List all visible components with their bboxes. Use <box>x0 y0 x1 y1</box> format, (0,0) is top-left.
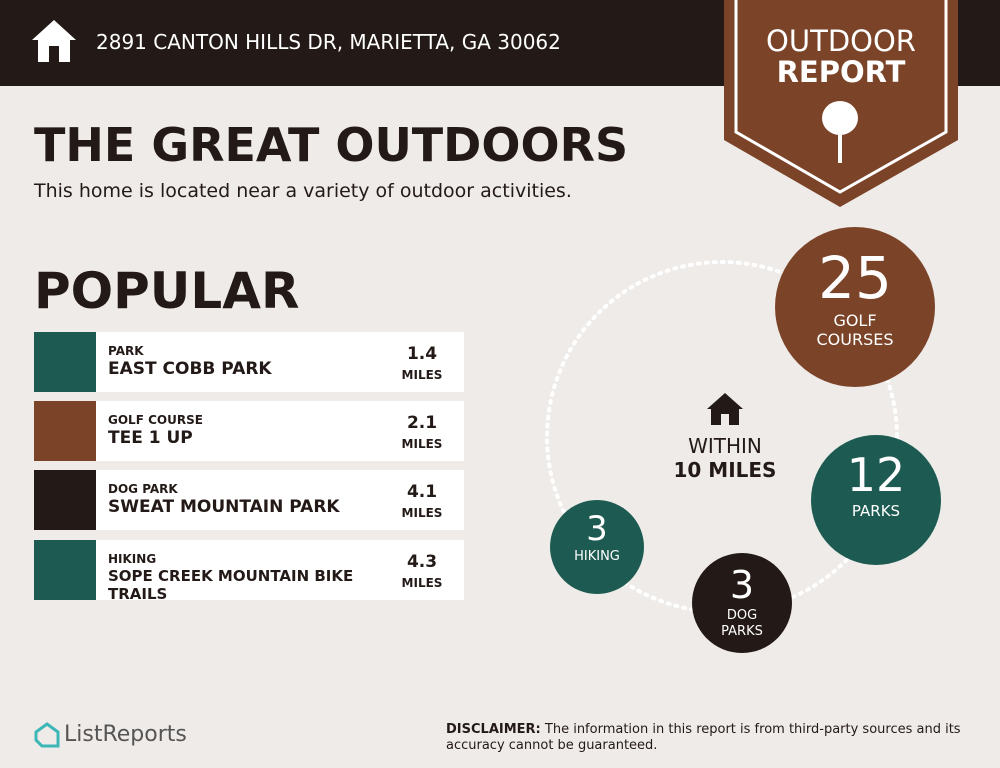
count-bubble: 3 DOG PARKS <box>692 553 792 653</box>
count-bubble: 3 HIKING <box>550 500 644 594</box>
row-name: SWEAT MOUNTAIN PARK <box>108 497 340 517</box>
center-label: WITHIN 10 MILES <box>640 434 810 482</box>
subtitle: This home is located near a variety of o… <box>34 180 572 202</box>
row-category: GOLF COURSE <box>108 413 203 427</box>
row-icon <box>34 401 96 461</box>
row-name: TEE 1 UP <box>108 428 193 448</box>
address: 2891 CANTON HILLS DR, MARIETTA, GA 30062 <box>96 30 561 54</box>
row-unit: MILES <box>401 368 443 382</box>
row-icon <box>34 540 96 600</box>
count-value: 3 <box>729 563 755 607</box>
brand: ListReports <box>64 722 187 747</box>
title: THE GREAT OUTDOORS <box>34 118 629 172</box>
row-unit: MILES <box>401 506 443 520</box>
popular-row: PARK EAST COBB PARK 1.4 MILES <box>34 332 464 392</box>
home-icon <box>32 20 76 62</box>
row-name: SOPE CREEK MOUNTAIN BIKE TRAILS <box>108 567 354 603</box>
badge-text: OUTDOOR REPORT <box>724 26 958 88</box>
count-label: PARKS <box>851 502 901 521</box>
count-label: DOG PARKS <box>721 607 763 639</box>
row-name: EAST COBB PARK <box>108 359 272 379</box>
disclaimer-label: DISCLAIMER: <box>446 722 541 737</box>
row-category: DOG PARK <box>108 482 178 496</box>
count-value: 12 <box>846 448 906 503</box>
row-distance: 4.1 <box>406 482 438 502</box>
row-icon <box>34 470 96 530</box>
count-label: HIKING <box>574 549 620 565</box>
count-value: 25 <box>818 243 892 312</box>
center-line1: WITHIN <box>688 434 762 458</box>
row-distance: 1.4 <box>406 344 438 364</box>
row-category: HIKING <box>108 552 157 566</box>
row-distance: 2.1 <box>406 413 438 433</box>
row-category: PARK <box>108 344 144 358</box>
badge-line2: REPORT <box>776 55 906 89</box>
brand-logo <box>34 722 60 748</box>
count-bubble: 12 PARKS <box>811 435 941 565</box>
row-icon <box>34 332 96 392</box>
popular-row: HIKING SOPE CREEK MOUNTAIN BIKE TRAILS 4.3… <box>34 540 464 603</box>
count-value: 3 <box>586 509 608 550</box>
badge-line1: OUTDOOR <box>766 24 916 58</box>
row-distance: 4.3 <box>406 552 438 572</box>
popular-heading: POPULAR <box>34 262 300 320</box>
disclaimer: DISCLAIMER: The information in this repo… <box>446 722 976 754</box>
count-label: GOLF COURSES <box>816 311 894 350</box>
popular-row: DOG PARK SWEAT MOUNTAIN PARK 4.1 MILES <box>34 470 464 530</box>
row-unit: MILES <box>401 576 443 590</box>
center-line2: 10 MILES <box>673 458 777 482</box>
count-bubble: 25 GOLF COURSES <box>775 227 935 387</box>
popular-row: GOLF COURSE TEE 1 UP 2.1 MILES <box>34 401 464 461</box>
disclaimer-text: The information in this report is from t… <box>446 722 961 753</box>
badge <box>724 0 958 207</box>
row-unit: MILES <box>401 437 443 451</box>
